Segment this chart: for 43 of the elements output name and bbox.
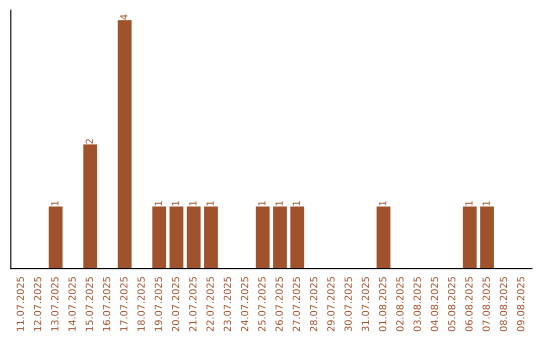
x-tick-label: 11.07.2025	[16, 277, 24, 331]
x-tick-label: 21.07.2025	[189, 277, 197, 332]
x-tick-label: 16.07.2025	[102, 277, 110, 331]
data-label: 1	[51, 201, 58, 206]
x-tick-label: 05.08.2025	[448, 277, 456, 332]
x-tick-label: 19.07.2025	[154, 277, 162, 331]
x-tick-label: 03.08.2025	[413, 277, 421, 332]
x-tick-label: 18.07.2025	[137, 277, 145, 331]
data-label: 1	[465, 201, 472, 206]
x-tick-label: 09.08.2025	[517, 277, 524, 332]
data-label: 1	[379, 201, 386, 206]
x-tick-label: 25.07.2025	[258, 277, 266, 332]
x-tick-label: 30.07.2025	[344, 277, 352, 332]
x-tick-label: 01.08.2025	[378, 277, 386, 332]
x-tick-label: 22.07.2025	[206, 277, 214, 332]
data-label: 1	[482, 201, 490, 206]
x-tick-label: 29.07.2025	[327, 277, 335, 332]
x-tick-label: 26.07.2025	[275, 277, 283, 332]
x-tick-label: 23.07.2025	[224, 277, 232, 332]
x-tick-label: 12.07.2025	[34, 277, 42, 331]
x-tick-label: 14.07.2025	[68, 277, 76, 331]
data-label: 1	[276, 201, 283, 206]
x-tick-label: 20.07.2025	[172, 277, 180, 332]
x-tick-label: 24.07.2025	[240, 277, 248, 332]
data-label: 1	[258, 201, 266, 206]
x-tick-label: 08.08.2025	[500, 277, 508, 332]
x-tick-label: 02.08.2025	[396, 277, 404, 332]
x-tick-label: 07.08.2025	[482, 277, 490, 332]
data-label: 4	[120, 14, 128, 20]
data-label: 1	[206, 201, 214, 206]
x-tick-label: 31.07.2025	[362, 277, 370, 332]
data-label: 2	[86, 139, 93, 144]
data-label: 1	[172, 201, 180, 206]
data-label: 1	[292, 201, 300, 206]
x-tick-label: 17.07.2025	[120, 277, 128, 331]
data-label: 1	[189, 201, 196, 206]
x-tick-label: 28.07.2025	[310, 277, 318, 332]
x-tick-label: 06.08.2025	[465, 277, 473, 332]
data-label: 1	[154, 201, 162, 206]
x-tick-label: 04.08.2025	[430, 277, 438, 332]
x-tick-label: 13.07.2025	[51, 277, 58, 331]
x-tick-label: 15.07.2025	[86, 277, 93, 331]
x-tick-label: 27.07.2025	[292, 277, 300, 332]
